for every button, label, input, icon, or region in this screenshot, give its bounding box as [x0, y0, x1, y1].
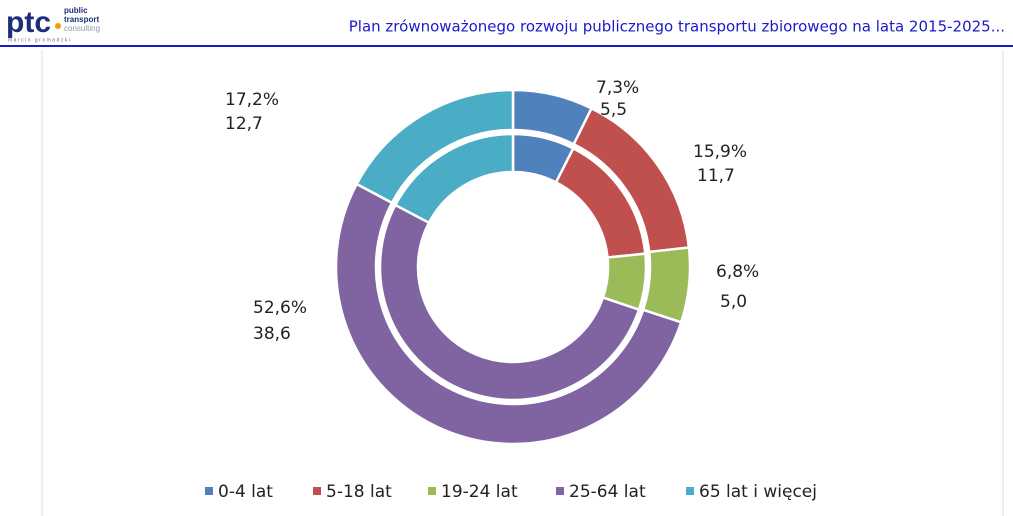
data-label: 5,0	[720, 292, 747, 312]
logo-line: public	[64, 6, 88, 15]
data-label: 17,2%	[225, 90, 279, 110]
logo: ptc	[6, 6, 51, 39]
legend-label: 19-24 lat	[441, 482, 518, 502]
donut-segment	[378, 203, 641, 402]
logo-line: consulting	[64, 24, 100, 33]
data-label: 15,9%	[693, 142, 747, 162]
donut-segment	[354, 88, 515, 205]
data-label: 7,3%	[596, 78, 639, 98]
data-label: 38,6	[253, 324, 291, 344]
donut-segment	[334, 182, 683, 446]
logo-dot	[55, 23, 61, 29]
legend-marker	[313, 487, 321, 495]
logo-line: transport	[64, 15, 99, 24]
slide-title: Plan zrównoważonego rozwoju publicznego …	[349, 18, 1005, 36]
legend-marker	[686, 487, 694, 495]
legend-label: 25-64 lat	[569, 482, 646, 502]
data-label: 52,6%	[253, 298, 307, 318]
legend-label: 5-18 lat	[326, 482, 392, 502]
donut-segment	[393, 132, 515, 225]
logo-footer: marcin gromadzki	[8, 37, 71, 43]
legend-marker	[428, 487, 436, 495]
legend-label: 65 lat i więcej	[699, 482, 817, 502]
chart: 7,3%5,5 15,9% 11,7 6,8% 5,0 52,6% 38,6 17,2% 12,…	[205, 78, 817, 502]
legend-marker	[205, 487, 213, 495]
data-label: 5,5	[600, 100, 627, 120]
legend-label: 0-4 lat	[218, 482, 273, 502]
data-label: 11,7	[697, 166, 735, 186]
data-label: 12,7	[225, 114, 263, 134]
data-label: 6,8%	[716, 262, 759, 282]
legend-marker	[556, 487, 564, 495]
